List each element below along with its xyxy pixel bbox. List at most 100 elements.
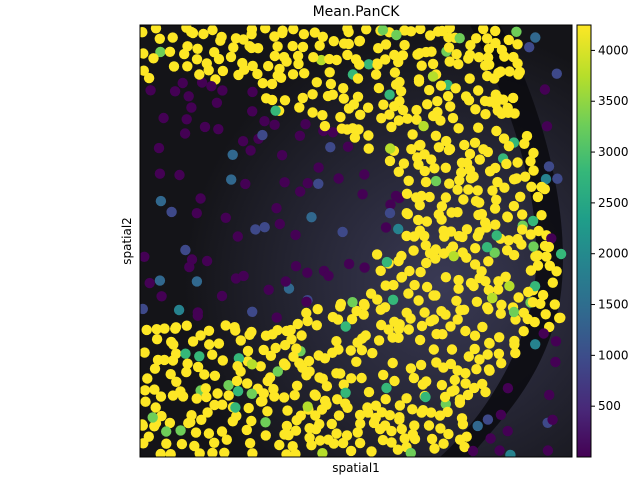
scatter-point	[460, 325, 471, 337]
scatter-point	[415, 266, 426, 278]
scatter-point	[450, 83, 461, 94]
scatter-point	[301, 296, 312, 307]
scatter-point	[482, 414, 494, 425]
scatter-point	[306, 440, 317, 451]
scatter-point	[444, 56, 455, 67]
scatter-point	[187, 336, 199, 347]
scatter-point	[237, 136, 249, 147]
scatter-point	[257, 78, 268, 89]
scatter-point	[460, 91, 472, 102]
scatter-point	[463, 351, 474, 362]
scatter-point	[502, 425, 513, 437]
scatter-point	[258, 388, 269, 399]
scatter-point	[543, 241, 555, 253]
scatter-point	[280, 339, 291, 351]
scatter-point	[480, 109, 491, 120]
scatter-point	[528, 165, 539, 176]
scatter-point	[207, 447, 218, 457]
scatter-point	[407, 429, 418, 440]
scatter-point	[370, 400, 382, 411]
scatter-point	[430, 244, 441, 255]
scatter-point	[386, 437, 397, 448]
scatter-point	[529, 281, 541, 292]
scatter-point	[420, 176, 432, 188]
scatter-point	[155, 448, 166, 457]
scatter-point	[271, 203, 282, 214]
scatter-point	[383, 324, 394, 335]
scatter-point	[140, 347, 150, 358]
scatter-point	[270, 105, 281, 116]
scatter-point	[405, 26, 417, 37]
scatter-point	[169, 86, 181, 97]
scatter-point	[471, 33, 482, 44]
scatter-point	[220, 320, 231, 331]
scatter-point	[414, 225, 426, 236]
scatter-point	[300, 119, 311, 130]
scatter-point	[186, 102, 197, 113]
colorbar-tick-label: 1000	[598, 348, 629, 362]
scatter-point	[272, 41, 283, 52]
scatter-point	[473, 122, 484, 133]
scatter-point	[140, 65, 149, 76]
scatter-point	[538, 328, 549, 339]
scatter-point	[227, 416, 238, 427]
scatter-point	[290, 261, 302, 272]
scatter-point	[371, 249, 383, 260]
scatter-point	[297, 92, 308, 104]
scatter-point	[490, 219, 501, 230]
scatter-point	[502, 383, 514, 394]
scatter-point	[375, 265, 386, 276]
scatter-point	[323, 270, 334, 281]
scatter-point	[393, 323, 405, 335]
scatter-point	[539, 84, 551, 95]
scatter-point	[515, 191, 526, 202]
scatter-point	[260, 430, 271, 441]
scatter-point	[427, 71, 439, 82]
scatter-point	[247, 448, 258, 457]
scatter-point	[179, 48, 190, 60]
scatter-point	[529, 316, 540, 328]
scatter-point	[192, 361, 204, 373]
scatter-point	[314, 40, 325, 51]
scatter-point	[537, 289, 549, 301]
scatter-point	[406, 144, 417, 155]
scatter-point	[384, 89, 395, 100]
scatter-point	[266, 78, 278, 90]
scatter-point	[168, 61, 180, 72]
scatter-point	[473, 209, 484, 221]
scatter-point	[481, 33, 493, 44]
scatter-point	[547, 414, 558, 425]
scatter-point	[156, 410, 167, 422]
scatter-point	[392, 444, 404, 455]
scatter-point	[532, 191, 544, 203]
scatter-point	[430, 130, 442, 141]
scatter-point	[429, 163, 440, 174]
scatter-point	[473, 52, 485, 63]
scatter-point	[442, 91, 454, 102]
scatter-point	[388, 279, 399, 291]
scatter-point	[421, 216, 433, 227]
scatter-point	[487, 185, 498, 196]
scatter-point	[445, 321, 456, 332]
scatter-point	[230, 402, 241, 413]
scatter-point	[458, 194, 469, 205]
scatter-point	[436, 214, 447, 225]
scatter-point	[384, 207, 396, 219]
scatter-point	[312, 304, 323, 315]
scatter-point	[338, 83, 349, 94]
scatter-point	[495, 308, 506, 319]
scatter-point	[317, 110, 328, 121]
scatter-point	[223, 390, 234, 401]
scatter-point	[227, 149, 238, 160]
scatter-point	[336, 123, 348, 134]
scatter-point	[494, 445, 505, 456]
scatter-point	[327, 347, 338, 358]
scatter-point	[508, 200, 520, 212]
scatter-point	[307, 89, 318, 100]
scatter-point	[409, 420, 420, 431]
scatter-point	[363, 143, 374, 154]
scatter-point	[203, 325, 215, 336]
scatter-point	[437, 329, 448, 340]
scatter-point	[461, 224, 473, 235]
scatter-point	[380, 39, 392, 50]
